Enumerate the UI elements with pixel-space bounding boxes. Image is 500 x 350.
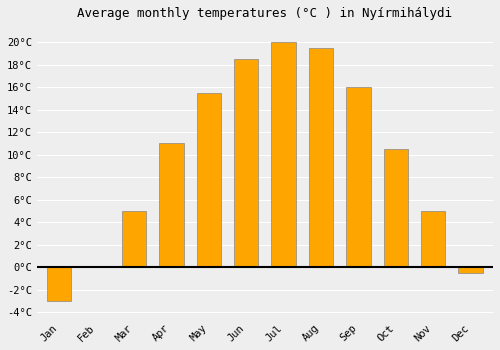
Bar xyxy=(196,93,221,267)
Bar xyxy=(234,59,258,267)
Bar xyxy=(458,267,483,273)
Title: Average monthly temperatures (°C ) in Nyírmihálydi: Average monthly temperatures (°C ) in Ny… xyxy=(78,7,452,20)
Bar xyxy=(346,87,370,267)
Bar xyxy=(272,42,296,267)
Bar xyxy=(309,48,333,267)
Bar xyxy=(47,267,72,301)
Bar xyxy=(122,211,146,267)
Bar xyxy=(421,211,446,267)
Bar xyxy=(384,149,408,267)
Bar xyxy=(160,144,184,267)
